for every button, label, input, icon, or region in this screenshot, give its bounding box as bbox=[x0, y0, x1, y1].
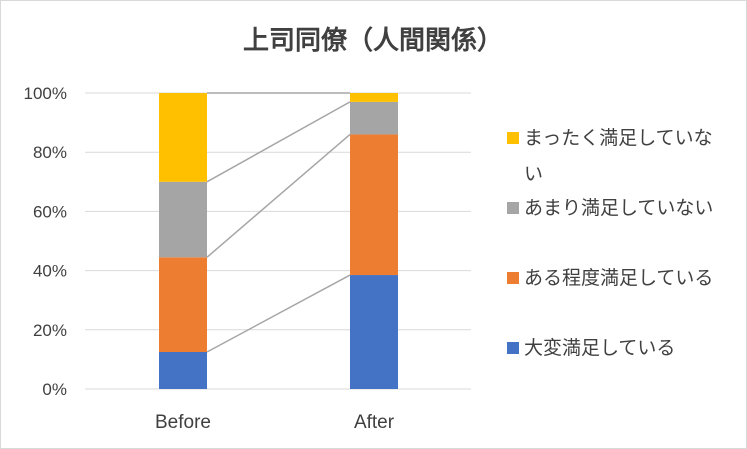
x-axis-category-labels: Before After bbox=[155, 412, 395, 433]
bar-segment bbox=[350, 101, 398, 135]
y-tick-label: 100% bbox=[24, 84, 67, 103]
legend-label: い bbox=[524, 163, 543, 185]
legend-item: あまり満足していない bbox=[507, 197, 713, 219]
chart-title: 上司同僚（人間関係） bbox=[243, 26, 503, 56]
legend-swatch bbox=[507, 202, 519, 214]
legend-item: 大変満足している bbox=[507, 337, 675, 359]
x-category-label: Before bbox=[155, 412, 211, 433]
legend-swatch bbox=[507, 272, 519, 284]
y-axis-tick-labels: 0% 20% 40% 60% 80% 100% bbox=[24, 84, 67, 399]
bar-segment bbox=[159, 181, 207, 258]
y-tick-label: 80% bbox=[33, 143, 67, 162]
bar-segment bbox=[350, 134, 398, 276]
series-lines bbox=[206, 92, 351, 353]
y-tick-label: 40% bbox=[33, 262, 67, 281]
legend-label: あまり満足していない bbox=[524, 197, 713, 219]
bar-segment bbox=[159, 352, 207, 389]
legend-item: ある程度満足している bbox=[507, 267, 713, 289]
legend-label: ある程度満足している bbox=[524, 267, 713, 289]
series-line bbox=[206, 133, 351, 258]
legend-swatch bbox=[507, 342, 519, 354]
x-category-label: After bbox=[354, 412, 395, 433]
bar-segment bbox=[159, 93, 207, 182]
gridlines bbox=[85, 92, 471, 390]
series-line bbox=[206, 101, 351, 183]
bars bbox=[159, 93, 398, 389]
y-tick-label: 60% bbox=[33, 202, 67, 221]
y-tick-label: 20% bbox=[33, 321, 67, 340]
y-tick-label: 0% bbox=[42, 380, 67, 399]
legend-swatch bbox=[507, 132, 519, 144]
bar-segment bbox=[159, 257, 207, 352]
legend-label: まったく満足していな bbox=[524, 127, 713, 149]
bar-segment bbox=[350, 275, 398, 389]
bar-segment bbox=[350, 93, 398, 102]
legend-label: 大変満足している bbox=[524, 337, 675, 359]
series-line bbox=[206, 274, 351, 353]
